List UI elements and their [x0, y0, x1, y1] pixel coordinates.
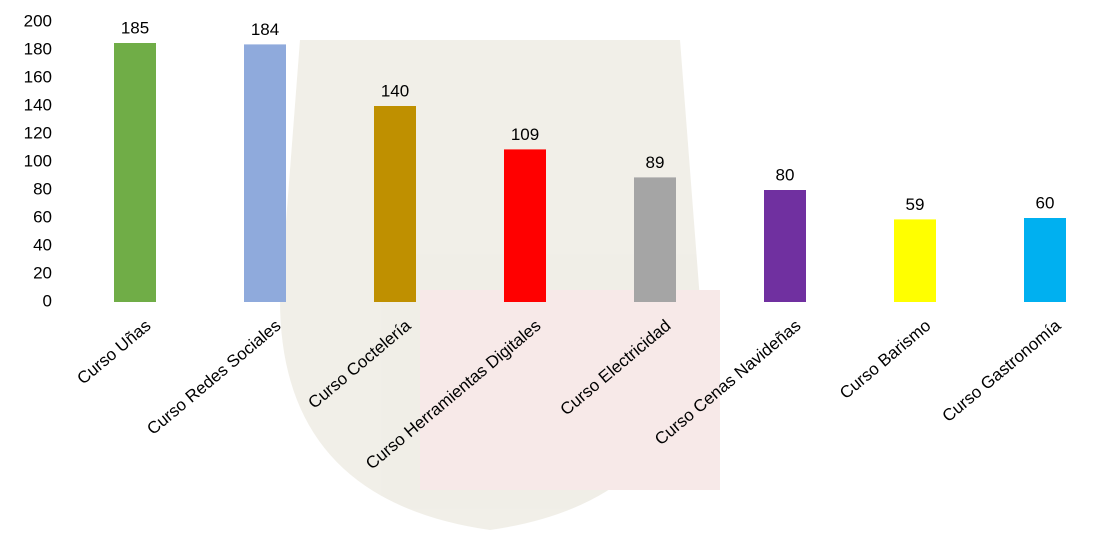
bar	[894, 219, 936, 302]
x-tick-label: Curso Gastronomía	[939, 316, 1065, 426]
value-label: 60	[1036, 193, 1055, 212]
y-tick-label: 80	[33, 179, 52, 198]
value-label: 80	[776, 165, 795, 184]
x-tick-label: Curso Redes Sociales	[143, 316, 284, 439]
y-tick-label: 20	[33, 263, 52, 282]
bar	[634, 177, 676, 302]
y-tick-label: 60	[33, 207, 52, 226]
x-tick-label: Curso Uñas	[73, 316, 154, 388]
value-label: 109	[511, 125, 539, 144]
y-tick-label: 100	[24, 151, 52, 170]
bar	[114, 43, 156, 302]
y-tick-label: 140	[24, 95, 52, 114]
value-label: 184	[251, 20, 279, 39]
value-label: 185	[121, 18, 149, 37]
value-label: 89	[646, 153, 665, 172]
y-tick-label: 120	[24, 123, 52, 142]
y-tick-label: 40	[33, 235, 52, 254]
bar	[764, 190, 806, 302]
y-tick-label: 180	[24, 39, 52, 58]
value-label: 140	[381, 81, 409, 100]
bar	[244, 44, 286, 303]
y-tick-label: 200	[24, 11, 52, 30]
y-tick-label: 160	[24, 67, 52, 86]
bar	[374, 106, 416, 302]
value-label: 59	[906, 195, 925, 214]
y-tick-label: 0	[43, 291, 52, 310]
x-tick-label: Curso Barismo	[836, 316, 934, 403]
bar	[1024, 218, 1066, 302]
bar	[504, 149, 546, 302]
